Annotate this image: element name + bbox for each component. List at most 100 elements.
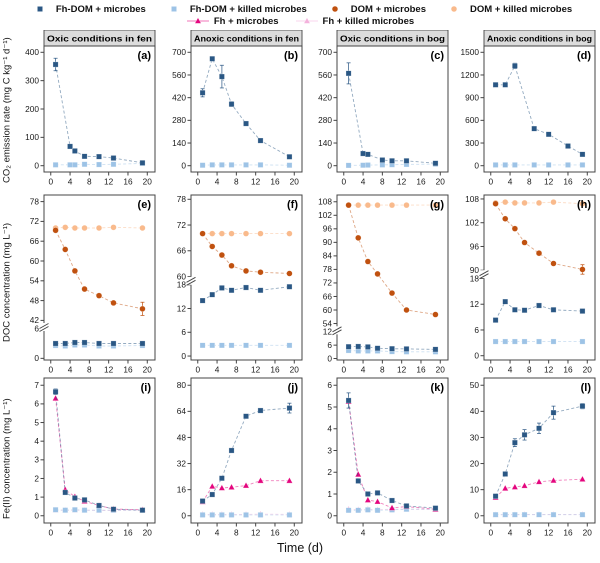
svg-text:6: 6 [34,399,39,409]
svg-text:4: 4 [68,177,73,187]
legend-item-dom-killed: DOM + killed microbes [442,4,572,15]
svg-text:72: 72 [30,216,40,226]
y-axis: 0 300 600 900 1200 1500 [460,47,484,171]
legend-item-fhdom-killed: Fh-DOM + killed microbes [162,4,307,15]
series-fhdom-killed [199,512,292,518]
svg-text:20: 20 [582,528,592,538]
svg-text:8: 8 [527,365,532,375]
svg-text:20: 20 [289,177,299,187]
svg-text:16: 16 [416,528,426,538]
svg-text:0: 0 [474,351,479,361]
series-fh-microbes [198,476,293,505]
svg-text:0: 0 [341,177,346,187]
panel-row-1: DOC concentration (mg L⁻¹) 42 48 54 60 66 72 78… [0,190,600,375]
panel-frame [483,377,595,524]
series-fh-microbes [345,397,439,512]
svg-text:8: 8 [380,365,385,375]
series-fhdom-microbes [345,62,439,167]
panel-header: Anoxic conditions in fen [190,30,302,47]
svg-text:Anoxic conditions in bog: Anoxic conditions in bog [487,34,592,44]
svg-text:0: 0 [181,511,186,521]
x-axis: 0 4 8 12 16 20 [48,172,152,187]
series-fhdom-killed [492,511,585,518]
svg-text:64: 64 [176,406,186,416]
x-axis: 0 4 8 12 16 20 [195,523,299,538]
panel-row-0: CO₂ emission rate (mg C kg⁻¹ d⁻¹) Oxic co… [0,30,600,190]
svg-text:8: 8 [87,528,92,538]
axis-break-icon [332,326,342,336]
svg-text:16: 16 [563,177,573,187]
series-dom-killed [198,230,293,237]
y-axis: 0 1 2 3 4 5 6 [327,380,337,521]
svg-text:16: 16 [123,365,133,375]
svg-text:12: 12 [104,177,114,187]
svg-text:0: 0 [341,528,346,538]
svg-text:12: 12 [397,528,407,538]
svg-text:1200: 1200 [460,70,479,80]
square-marker-icon [170,6,177,12]
svg-text:4: 4 [361,177,366,187]
svg-text:8: 8 [87,365,92,375]
legend-label: DOM + microbes [350,3,426,15]
series-dom-microbes [491,200,586,275]
svg-text:300: 300 [465,138,479,148]
svg-text:0: 0 [474,511,479,521]
svg-text:700: 700 [318,47,332,57]
svg-text:700: 700 [172,47,186,57]
svg-text:5: 5 [34,417,39,427]
svg-text:400: 400 [25,47,39,57]
panel-g-chart: 54 60 66 72 78 84 90 96 102 108 0 6 12 0 4 8 12 16 20 (g) [318,194,449,375]
svg-text:8: 8 [380,528,385,538]
x-axis: 0 4 8 12 16 20 [341,523,445,538]
svg-text:20: 20 [582,177,592,187]
svg-text:48: 48 [176,432,186,442]
svg-text:0: 0 [48,528,53,538]
svg-text:2: 2 [34,473,39,483]
svg-text:0: 0 [34,353,39,363]
series-fhdom-microbes [199,55,292,160]
series-fhdom-microbes [492,403,585,500]
svg-text:280: 280 [172,115,186,125]
svg-text:16: 16 [563,528,573,538]
svg-text:96: 96 [469,241,479,251]
svg-text:66: 66 [323,291,333,301]
series-dom-microbes [198,230,293,277]
svg-text:60: 60 [176,271,186,281]
svg-text:90: 90 [469,265,479,275]
svg-text:42: 42 [30,315,40,325]
svg-text:8: 8 [380,177,385,187]
svg-text:78: 78 [30,196,40,206]
svg-text:600: 600 [465,115,479,125]
panel-frame [190,45,302,173]
svg-text:78: 78 [323,264,333,274]
panel-letter: (c) [431,50,445,62]
svg-text:12: 12 [104,365,114,375]
svg-text:7: 7 [34,380,39,390]
svg-text:0: 0 [488,528,493,538]
svg-text:12: 12 [544,365,554,375]
y-axis-title: Fe(II) concentration (mg L⁻¹) [1,398,13,520]
svg-text:16: 16 [123,177,133,187]
panel-l-chart: 0 10 20 30 40 50 0 4 8 12 16 20 (l) [469,377,595,538]
svg-text:16: 16 [270,177,280,187]
svg-text:102: 102 [318,210,332,220]
legend-label: Fh + killed microbes [322,15,415,27]
svg-text:54: 54 [323,318,333,328]
svg-text:0: 0 [195,177,200,187]
series-fhdom-microbes [199,283,292,304]
svg-text:12: 12 [176,303,186,313]
legend-item-dom-microbes: DOM + microbes [323,4,426,15]
svg-text:4: 4 [34,436,39,446]
svg-text:84: 84 [323,251,333,261]
svg-text:16: 16 [176,484,186,494]
svg-text:0: 0 [34,161,39,171]
svg-text:140: 140 [172,138,186,148]
svg-text:72: 72 [323,278,333,288]
y-axis-title: DOC concentration (mg L⁻¹) [1,222,13,343]
svg-text:0: 0 [181,161,186,171]
y-axis: 42 48 54 60 66 72 78 0 6 [30,196,44,363]
series-fhdom-microbes [52,57,146,166]
square-marker-icon [36,6,43,12]
y-axis: 0 1 2 3 4 5 6 7 [34,380,44,521]
